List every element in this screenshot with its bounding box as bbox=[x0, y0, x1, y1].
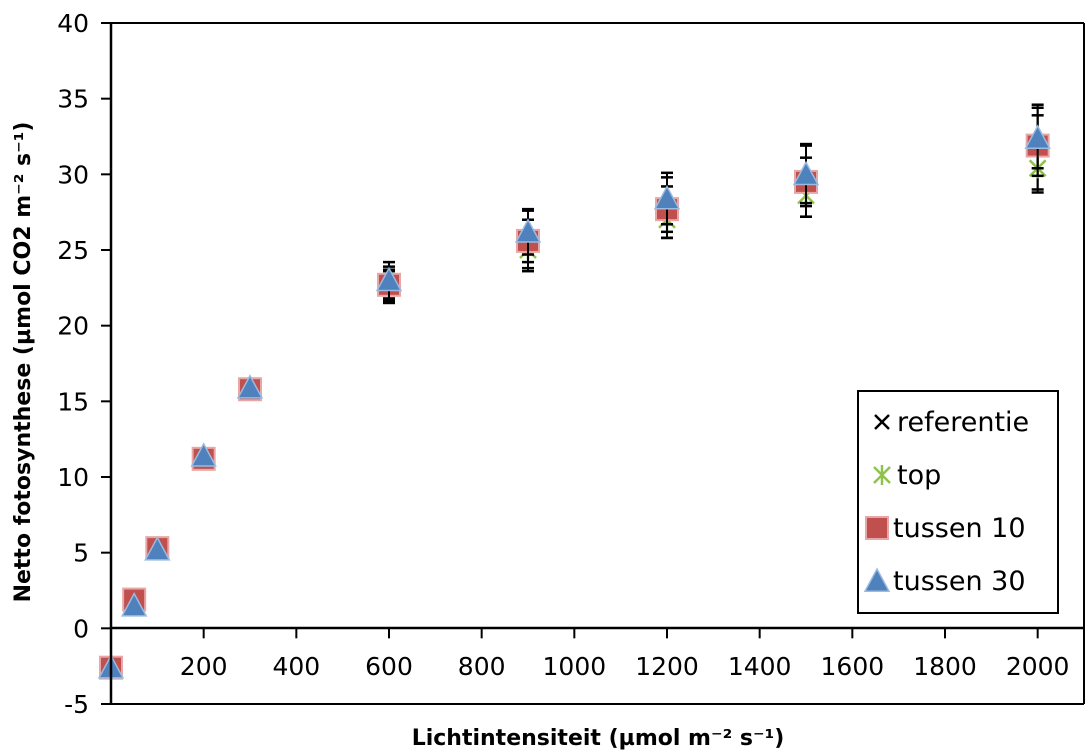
y-tick-label: 25 bbox=[57, 236, 89, 265]
x-tick-label: 1600 bbox=[821, 652, 885, 681]
x-axis-title: Lichtintensiteit (µmol m⁻² s⁻¹) bbox=[412, 726, 785, 751]
legend-marker-tussen-10 bbox=[865, 516, 889, 540]
x-tick-label: 800 bbox=[458, 652, 506, 681]
y-tick-label: 5 bbox=[73, 539, 89, 568]
legend-items: referentie top tussen 10 tussen 30 bbox=[863, 407, 1029, 597]
data-point-tussen-30 bbox=[792, 160, 820, 186]
y-tick-label: 30 bbox=[57, 160, 89, 189]
y-tick-label: 0 bbox=[73, 614, 89, 643]
data-point-tussen-30 bbox=[120, 592, 148, 617]
x-tick-label: 1200 bbox=[635, 652, 699, 681]
series-tussen-30 bbox=[97, 106, 1051, 679]
data-point-tussen-30 bbox=[653, 184, 681, 210]
y-tick-label: 35 bbox=[57, 85, 89, 114]
legend-label-tussen-30: tussen 30 bbox=[893, 566, 1026, 597]
y-axis-title: Netto fotosynthese (µmol CO2 m⁻² s⁻¹) bbox=[11, 122, 36, 603]
legend-marker-tussen-30 bbox=[863, 567, 891, 592]
x-tick-label: 2000 bbox=[1006, 652, 1070, 681]
y-tick-label: -5 bbox=[64, 690, 89, 719]
data-point-tussen-30 bbox=[375, 266, 403, 292]
y-tick-label: 10 bbox=[57, 463, 89, 492]
y-tick-label: 20 bbox=[57, 312, 89, 341]
legend-label-referentie: referentie bbox=[897, 407, 1029, 438]
data-point-tussen-30 bbox=[514, 218, 542, 243]
data-point-tussen-30 bbox=[236, 374, 264, 399]
x-tick-label: 1400 bbox=[728, 652, 792, 681]
data-point-tussen-30 bbox=[190, 442, 217, 467]
x-tick-label: 400 bbox=[272, 652, 320, 681]
x-tick-label: 600 bbox=[365, 652, 413, 681]
y-tick-label: 15 bbox=[57, 387, 89, 416]
legend-label-tussen-10: tussen 10 bbox=[893, 513, 1026, 544]
legend-marker-top bbox=[873, 465, 891, 485]
legend-box bbox=[857, 390, 1059, 614]
x-tick-label: 1000 bbox=[543, 652, 607, 681]
data-point-tussen-30 bbox=[1024, 124, 1051, 149]
data-point-tussen-30 bbox=[144, 536, 171, 561]
y-tick-label: 40 bbox=[57, 9, 89, 38]
legend-marker-referentie bbox=[874, 414, 890, 430]
x-tick-label: 1800 bbox=[913, 652, 977, 681]
x-tick-label: 200 bbox=[180, 652, 228, 681]
legend-label-top: top bbox=[897, 460, 941, 491]
legend: referentie top tussen 10 tussen 30 bbox=[857, 390, 1059, 614]
